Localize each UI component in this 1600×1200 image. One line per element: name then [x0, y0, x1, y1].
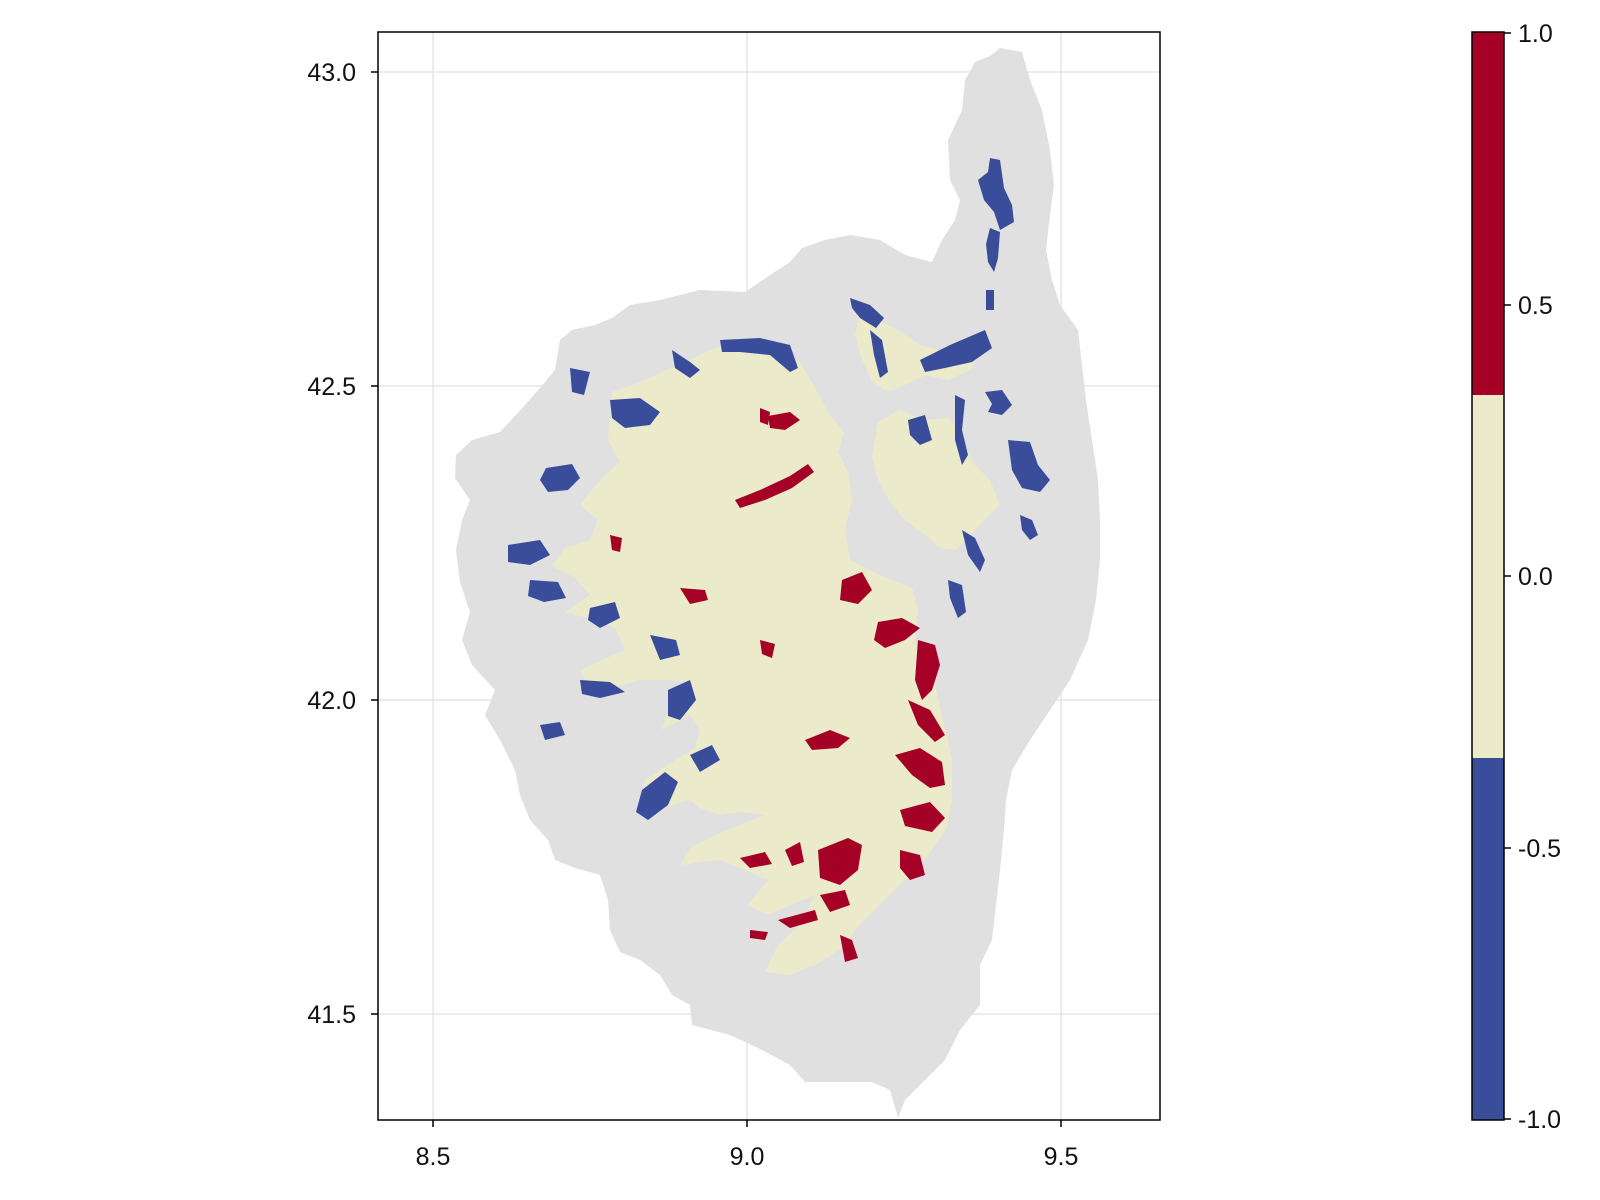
pos-center-east-6 [900, 802, 945, 832]
category-positive-regions [610, 408, 945, 962]
y-tick-label-42.0: 42.0 [307, 687, 356, 715]
cb-tick-label-0.0: 0.0 [1518, 563, 1553, 591]
y-tick-label-43.0: 43.0 [307, 59, 356, 87]
pos-center-east-7 [900, 850, 925, 880]
cb-tick-label--0.5: -0.5 [1518, 835, 1561, 863]
x-tick-label-9.0: 9.0 [730, 1143, 765, 1171]
pos-center-4 [760, 640, 775, 658]
neg-north-west [850, 298, 884, 328]
y-tick-label-41.5: 41.5 [307, 1001, 356, 1029]
neg-west-14 [650, 635, 680, 660]
neg-west-7 [580, 680, 625, 698]
neg-cap-corse-mid [986, 228, 1000, 272]
pos-west-3 [740, 852, 772, 868]
pos-west-1 [805, 730, 850, 750]
neg-cap-corse-dot [986, 290, 994, 310]
pos-north-1 [768, 412, 800, 430]
neg-ne-ridge [955, 395, 968, 465]
neg-west-2 [508, 540, 550, 565]
neg-west-11 [672, 350, 700, 378]
y-axis [371, 71, 378, 1015]
neutral-region-main [552, 342, 952, 975]
pos-center-3 [610, 535, 622, 552]
pos-center-east-1 [840, 572, 872, 604]
pos-south-2 [820, 890, 850, 912]
colorbar-band-negative [1472, 758, 1504, 1120]
cb-tick-label-1.0: 1.0 [1518, 20, 1553, 48]
pos-west-2 [785, 842, 804, 866]
neg-west-8 [540, 722, 565, 740]
pos-center-2 [760, 408, 770, 425]
pos-ridge-diagonal [735, 464, 814, 508]
neg-cap-corse-upper [978, 158, 1014, 230]
neg-west-5 [610, 398, 660, 428]
neg-west-12 [720, 338, 798, 372]
pos-center-east-4 [908, 700, 945, 742]
pos-south-1 [818, 838, 862, 885]
x-axis [432, 1120, 1062, 1127]
neg-ne-loop-3 [1020, 515, 1038, 540]
pos-center-east-5 [895, 748, 945, 788]
colorbar: 1.0 0.5 0.0 -0.5 -1.0 [1471, 20, 1561, 1134]
colorbar-band-neutral [1472, 395, 1504, 758]
pos-south-3 [840, 935, 858, 962]
neg-ne-lower-2 [948, 580, 966, 618]
pos-center-1 [680, 588, 708, 604]
neg-west-10 [668, 680, 696, 720]
category-negative-regions [508, 158, 1050, 820]
neg-west-13 [690, 745, 720, 772]
x-tick-label-8.5: 8.5 [416, 1143, 451, 1171]
x-tick-label-9.5: 9.5 [1044, 1143, 1079, 1171]
neg-north-ridge [920, 330, 992, 372]
plot-frame [377, 31, 1161, 1121]
y-tick-label-42.5: 42.5 [307, 373, 356, 401]
pos-center-east-3 [915, 640, 940, 700]
colorbar-band-positive [1472, 32, 1504, 395]
colorbar-ticks [1504, 32, 1511, 1120]
pos-center-east-2 [874, 618, 920, 648]
cb-tick-label-0.5: 0.5 [1518, 292, 1553, 320]
cb-tick-label--1.0: -1.0 [1518, 1106, 1561, 1134]
neg-ne-loop-1 [985, 390, 1012, 415]
neg-ne-lower [962, 530, 985, 572]
neutral-region-northeast [872, 410, 1000, 550]
neg-ne-loop-2 [1008, 440, 1050, 492]
map-axis: 8.5 9.0 9.5 43.0 42.5 42.0 41.5 [307, 31, 1161, 1171]
neg-west-6 [588, 602, 620, 628]
neg-north-stem [870, 330, 888, 378]
neg-west-9 [636, 772, 678, 820]
neg-ne-ridge-2 [908, 415, 932, 445]
neg-west-4 [570, 368, 590, 395]
neg-west-1 [540, 464, 580, 492]
pos-south-5 [750, 930, 768, 940]
category-neutral-regions [552, 312, 1000, 975]
neg-west-3 [528, 580, 566, 602]
pos-south-4 [778, 910, 818, 928]
